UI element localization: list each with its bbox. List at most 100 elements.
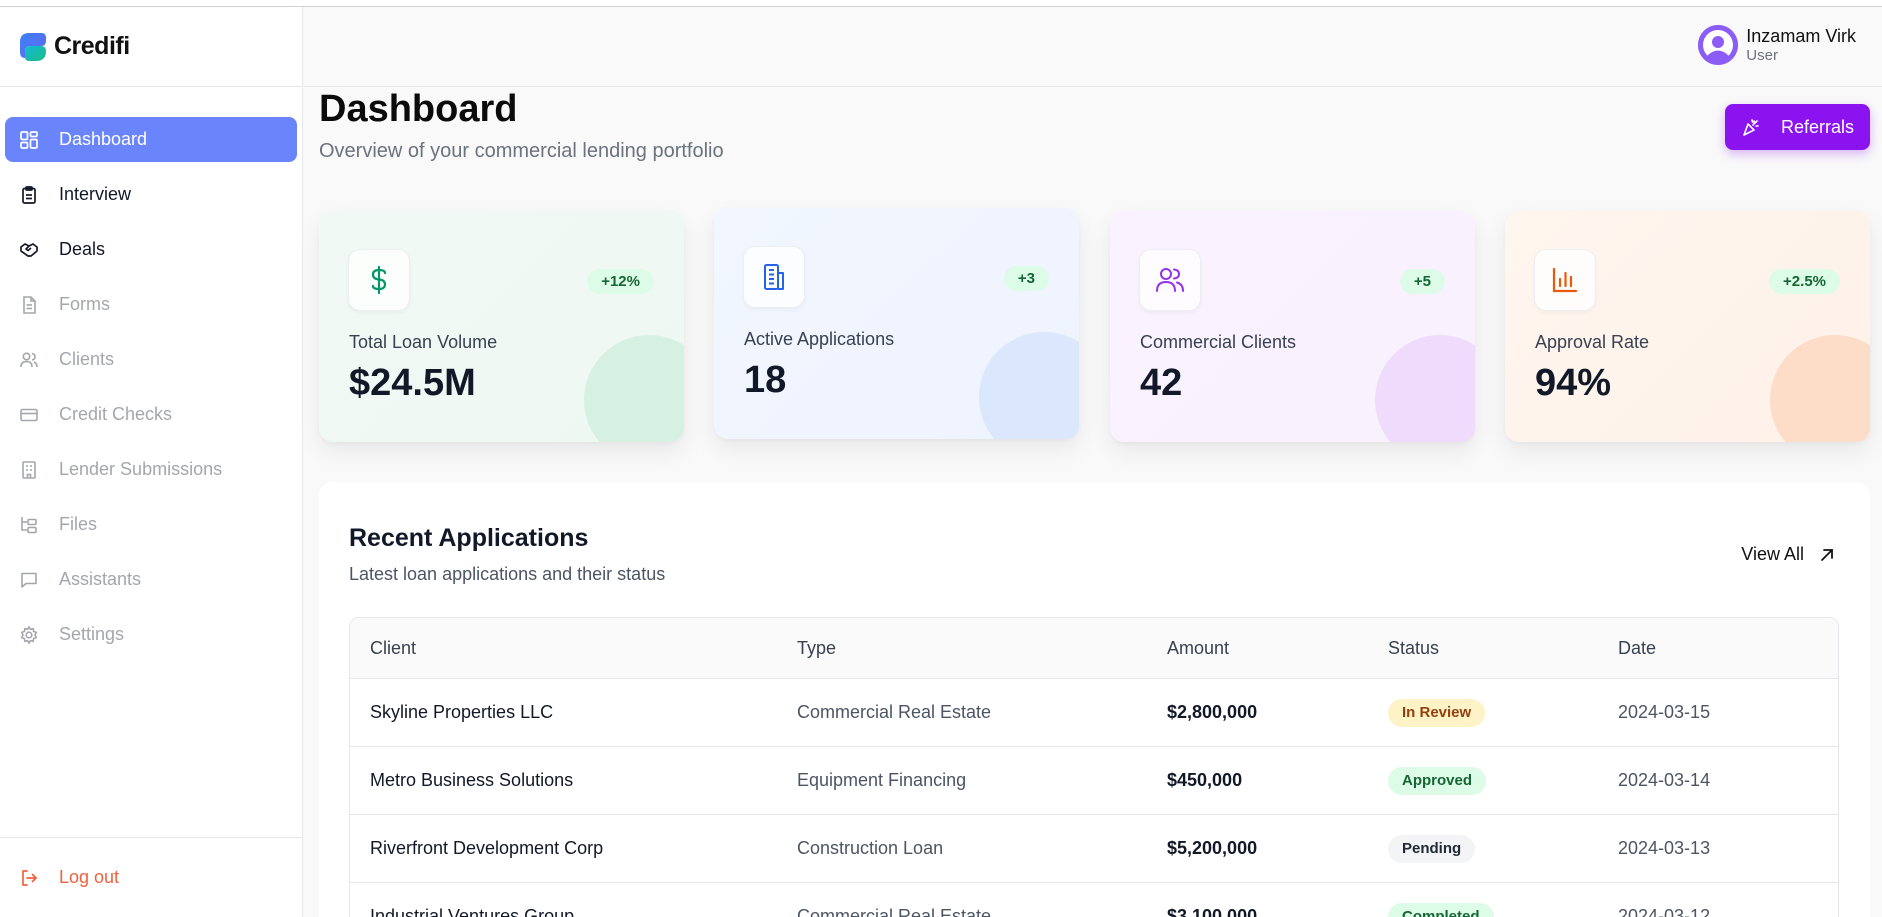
sidebar-item-label: Lender Submissions	[59, 459, 223, 479]
type-cell: Equipment Financing	[797, 770, 967, 790]
view-all-label: View All	[1741, 544, 1804, 564]
column-header[interactable]: Date	[1618, 637, 1657, 658]
sidebar-item-dashboard[interactable]: Dashboard	[5, 117, 297, 162]
table-row[interactable]: Metro Business Solutions Equipment Finan…	[350, 747, 1838, 815]
users-icon	[19, 350, 39, 370]
building-icon	[19, 460, 39, 480]
dashboard-grid-icon	[19, 130, 39, 150]
type-cell: Commercial Real Estate	[797, 702, 992, 722]
sidebar-item-deals[interactable]: Deals	[5, 227, 297, 272]
sidebar-nav: Dashboard Interview Deals Forms Clients	[0, 87, 302, 657]
panel-title: Recent Applications	[349, 524, 589, 552]
bar-chart-icon	[1534, 249, 1596, 311]
sidebar-item-label: Dashboard	[59, 129, 148, 149]
sidebar-item-label: Forms	[59, 294, 110, 314]
page-title: Dashboard	[319, 88, 518, 130]
recent-applications-panel: Recent Applications Latest loan applicat…	[319, 482, 1870, 917]
referrals-button[interactable]: Referrals	[1725, 104, 1870, 150]
sidebar-item-clients[interactable]: Clients	[5, 337, 297, 382]
amount-cell: $2,800,000	[1167, 702, 1258, 722]
change-badge: +12%	[587, 269, 654, 294]
amount-cell: $3,100,000	[1167, 906, 1258, 917]
column-header[interactable]: Amount	[1167, 637, 1230, 658]
handshake-icon	[19, 240, 39, 260]
column-header[interactable]: Client	[370, 637, 417, 658]
sidebar-item-label: Settings	[59, 624, 125, 644]
date-cell: 2024-03-13	[1618, 838, 1711, 858]
decorative-circle	[1770, 335, 1870, 442]
stat-value: $24.5M	[349, 362, 476, 404]
status-badge: In Review	[1388, 698, 1486, 727]
client-cell: Metro Business Solutions	[370, 770, 574, 790]
sidebar: Credifi Dashboard Interview Deals Forms	[0, 7, 303, 917]
table-row[interactable]: Industrial Ventures Group Commercial Rea…	[350, 883, 1838, 917]
table-row[interactable]: Riverfront Development Corp Construction…	[350, 815, 1838, 883]
sidebar-item-settings[interactable]: Settings	[5, 612, 297, 657]
page-subtitle: Overview of your commercial lending port…	[319, 140, 724, 162]
user-role: User	[1746, 47, 1778, 64]
decorative-circle	[1375, 335, 1475, 442]
status-badge: Completed	[1388, 902, 1494, 917]
column-header[interactable]: Type	[797, 637, 837, 658]
change-badge: +5	[1399, 269, 1445, 294]
amount-cell: $450,000	[1167, 770, 1243, 790]
building-icon	[743, 246, 805, 308]
stat-label: Commercial Clients	[1140, 332, 1297, 352]
top-header: Inzamam Virk User	[304, 7, 1882, 87]
sidebar-item-label: Credit Checks	[59, 404, 173, 424]
chat-icon	[19, 570, 39, 590]
folder-tree-icon	[19, 515, 39, 535]
stat-label: Active Applications	[744, 329, 895, 349]
table-row[interactable]: Skyline Properties LLC Commercial Real E…	[350, 679, 1838, 747]
users-icon	[1139, 249, 1201, 311]
stat-value: 18	[744, 359, 787, 401]
sidebar-item-credit-checks[interactable]: Credit Checks	[5, 392, 297, 437]
user-menu[interactable]: Inzamam Virk User	[1698, 25, 1856, 65]
sidebar-item-assistants[interactable]: Assistants	[5, 557, 297, 602]
view-all-button[interactable]: View All	[1741, 544, 1836, 565]
logout-button[interactable]: Log out	[0, 837, 303, 917]
status-badge: Approved	[1388, 766, 1487, 795]
column-header[interactable]: Status	[1388, 637, 1440, 658]
stat-value: 42	[1140, 362, 1183, 404]
table-header: Client Type Amount Status Date	[350, 618, 1838, 679]
type-cell: Construction Loan	[797, 838, 944, 858]
stat-label: Approval Rate	[1535, 332, 1650, 352]
document-icon	[19, 295, 39, 315]
client-cell: Industrial Ventures Group	[370, 906, 575, 917]
sidebar-item-label: Assistants	[59, 569, 142, 589]
stat-label: Total Loan Volume	[349, 332, 498, 352]
type-cell: Commercial Real Estate	[797, 906, 992, 917]
brand[interactable]: Credifi	[0, 7, 302, 87]
client-cell: Riverfront Development Corp	[370, 838, 604, 858]
amount-cell: $5,200,000	[1167, 838, 1258, 858]
sidebar-item-forms[interactable]: Forms	[5, 282, 297, 327]
sidebar-item-files[interactable]: Files	[5, 502, 297, 547]
change-badge: +3	[1003, 266, 1049, 291]
user-name: Inzamam Virk	[1746, 26, 1856, 46]
brand-name: Credifi	[54, 32, 130, 60]
sidebar-item-interview[interactable]: Interview	[5, 172, 297, 217]
stat-card-loan-volume[interactable]: +12% Total Loan Volume $24.5M	[319, 211, 684, 442]
logout-label: Log out	[59, 867, 120, 887]
gear-icon	[19, 625, 39, 645]
stat-value: 94%	[1535, 362, 1612, 404]
avatar	[1698, 25, 1739, 65]
logout-icon	[19, 868, 39, 888]
stat-card-active-applications[interactable]: +3 Active Applications 18	[714, 208, 1079, 439]
credit-card-icon	[19, 405, 39, 425]
sidebar-item-label: Files	[59, 514, 98, 534]
panel-subtitle: Latest loan applications and their statu…	[349, 564, 666, 584]
arrow-up-right-icon	[1818, 546, 1836, 564]
sidebar-item-lender-submissions[interactable]: Lender Submissions	[5, 447, 297, 492]
stat-card-commercial-clients[interactable]: +5 Commercial Clients 42	[1110, 211, 1475, 442]
change-badge: +2.5%	[1769, 269, 1840, 294]
date-cell: 2024-03-12	[1618, 906, 1711, 917]
sidebar-item-label: Deals	[59, 239, 106, 259]
decorative-circle	[584, 335, 684, 442]
stat-card-approval-rate[interactable]: +2.5% Approval Rate 94%	[1505, 211, 1870, 442]
date-cell: 2024-03-14	[1618, 770, 1711, 790]
brand-logo-icon	[16, 30, 50, 64]
status-badge: Pending	[1388, 834, 1476, 863]
sidebar-item-label: Interview	[59, 184, 132, 204]
